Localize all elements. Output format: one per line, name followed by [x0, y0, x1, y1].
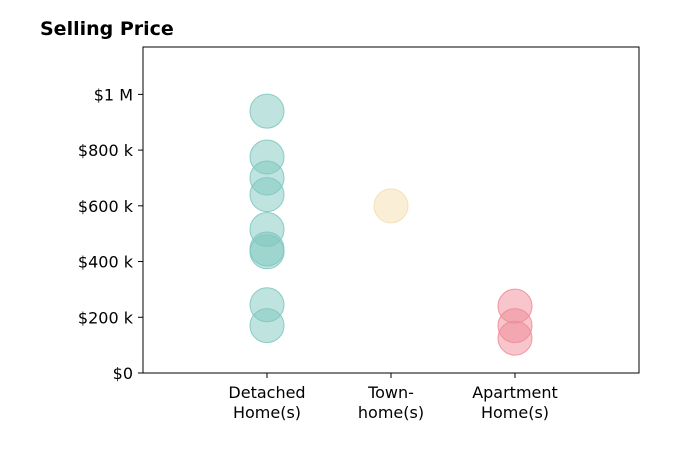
y-tick-label: $200 k: [78, 308, 134, 327]
y-tick-label: $0: [113, 364, 133, 383]
y-tick-label: $400 k: [78, 253, 134, 272]
x-tick-label-line2: Home(s): [481, 403, 549, 422]
x-tick-label-line1: Detached: [228, 383, 305, 402]
y-tick-label: $600 k: [78, 197, 134, 216]
data-point: [497, 320, 533, 356]
data-point: [249, 93, 285, 129]
x-tick-label-line1: Town-: [367, 383, 414, 402]
data-point: [249, 308, 285, 344]
data-point: [373, 188, 409, 224]
x-tick-label-line2: home(s): [358, 403, 424, 422]
y-tick-label: $1 M: [94, 85, 133, 104]
chart-title: Selling Price: [40, 18, 174, 40]
x-tick-label-line1: Apartment: [472, 383, 558, 402]
data-point: [249, 177, 285, 213]
data-point: [249, 234, 285, 270]
x-tick-label-line2: Home(s): [233, 403, 301, 422]
y-tick-label: $800 k: [78, 141, 134, 160]
